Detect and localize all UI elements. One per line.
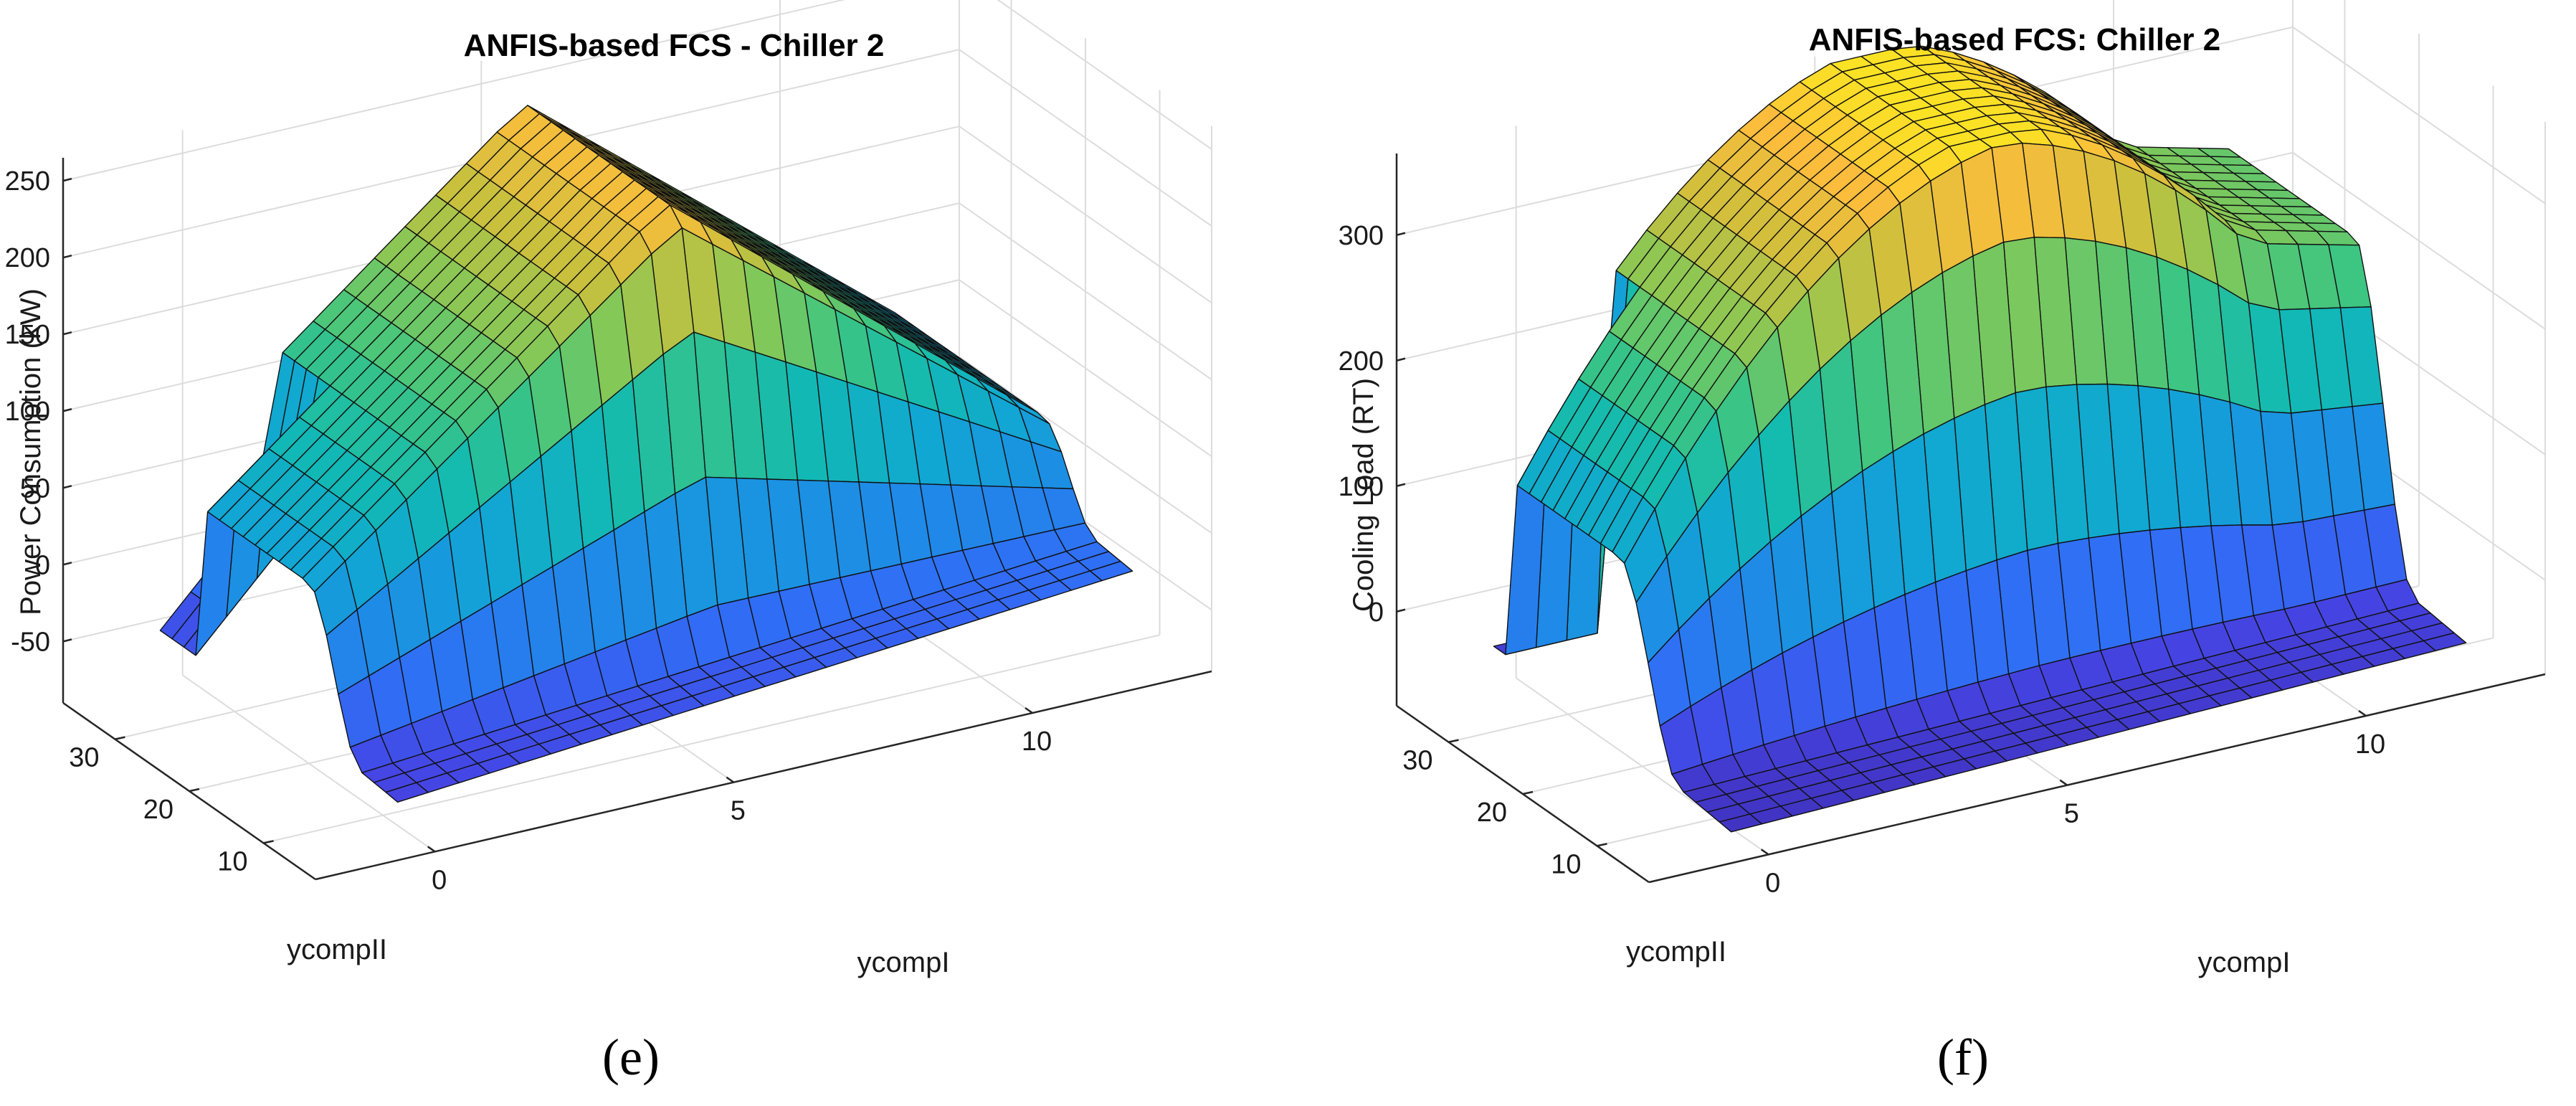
z-tick-label: 50 bbox=[20, 473, 50, 504]
chart-title-e: ANFIS-based FCS - Chiller 2 bbox=[464, 28, 885, 63]
x-axis-label-f: ycompI bbox=[2198, 947, 2291, 978]
x-tick-label: 0 bbox=[1765, 868, 1780, 898]
surface-plot-f bbox=[1493, 45, 2467, 833]
z-tick-mark bbox=[62, 638, 72, 643]
y-tick-mark bbox=[263, 840, 274, 844]
surface-plot-e bbox=[159, 105, 1133, 803]
y-tick-label: 10 bbox=[217, 846, 247, 876]
x-tick-mark bbox=[726, 776, 735, 783]
z-tick-label: 200 bbox=[1339, 346, 1384, 377]
z-tick-mark bbox=[62, 485, 72, 489]
z-tick-mark bbox=[1396, 608, 1406, 613]
x-axis-line bbox=[1648, 673, 2546, 884]
x-axis-label-e: ycompI bbox=[857, 947, 950, 978]
y-axis-label-f: ycompII bbox=[1626, 936, 1726, 968]
z-tick-mark bbox=[62, 254, 72, 259]
y-tick-mark bbox=[1522, 790, 1534, 795]
y-tick-mark bbox=[115, 736, 125, 740]
z-tick-mark bbox=[1396, 483, 1406, 487]
y-tick-label: 20 bbox=[143, 795, 174, 825]
x-tick-mark bbox=[1025, 706, 1033, 714]
axes-lines-e bbox=[62, 158, 1212, 881]
z-tick-label: 200 bbox=[5, 243, 50, 273]
z-tick-mark bbox=[62, 331, 72, 336]
x-tick-label: 0 bbox=[432, 865, 447, 895]
x-tick-mark bbox=[1760, 849, 1769, 856]
z-tick-label: 250 bbox=[5, 166, 50, 197]
x-axis-line bbox=[315, 670, 1212, 881]
z-tick-label: 0 bbox=[35, 550, 50, 580]
z-tick-label: 150 bbox=[5, 320, 50, 350]
x-tick-label: 10 bbox=[1022, 727, 1052, 757]
z-tick-mark bbox=[62, 177, 72, 182]
axes-lines-f bbox=[1395, 153, 2546, 884]
x-tick-mark bbox=[427, 846, 436, 853]
x-tick-label: 10 bbox=[2355, 729, 2385, 760]
y-tick-mark bbox=[1448, 739, 1459, 743]
z-tick-label: 0 bbox=[1369, 597, 1384, 628]
chart-panel-e: -50 0 50 100 150 200 250 10 20 30 0 5 10 ANFIS-based… bbox=[5, 0, 1212, 1086]
axes-grid-e bbox=[62, 0, 1212, 853]
z-tick-label: 100 bbox=[5, 397, 50, 427]
x-tick-label: 5 bbox=[2064, 799, 2079, 829]
y-tick-label: 30 bbox=[69, 743, 99, 773]
z-tick-mark bbox=[1396, 232, 1406, 236]
z-tick-label: 100 bbox=[1339, 472, 1384, 502]
surface-patch bbox=[1719, 813, 1763, 833]
y-tick-label: 10 bbox=[1551, 849, 1581, 879]
panel-caption-f: (f) bbox=[1937, 1029, 1989, 1086]
y-tick-label: 20 bbox=[1477, 798, 1507, 828]
z-tick-mark bbox=[62, 562, 72, 566]
tick-labels-e: -50 0 50 100 150 200 250 10 20 30 0 5 10 bbox=[5, 166, 1052, 895]
y-tick-mark bbox=[1597, 843, 1607, 847]
y-tick-mark bbox=[189, 788, 200, 793]
x-tick-mark bbox=[2358, 709, 2367, 717]
z-axis-label-f: Cooling Load (RT) bbox=[1348, 378, 1379, 612]
surface-patch bbox=[385, 782, 429, 803]
z-tick-label: -50 bbox=[11, 627, 50, 657]
z-tick-label: 300 bbox=[1339, 221, 1384, 251]
z-tick-mark bbox=[62, 408, 72, 412]
x-tick-label: 5 bbox=[731, 796, 746, 826]
panel-caption-e: (e) bbox=[602, 1029, 660, 1086]
grid-line bbox=[62, 0, 846, 182]
z-tick-mark bbox=[1396, 357, 1406, 361]
grid-line bbox=[263, 634, 1160, 844]
chart-title-f: ANFIS-based FCS: Chiller 2 bbox=[1809, 22, 2221, 57]
y-tick-label: 30 bbox=[1402, 746, 1432, 776]
z-axis-label-e: Power Consumption (kW) bbox=[15, 288, 47, 615]
y-axis-label-e: ycompII bbox=[287, 934, 387, 965]
x-tick-mark bbox=[2059, 779, 2068, 786]
